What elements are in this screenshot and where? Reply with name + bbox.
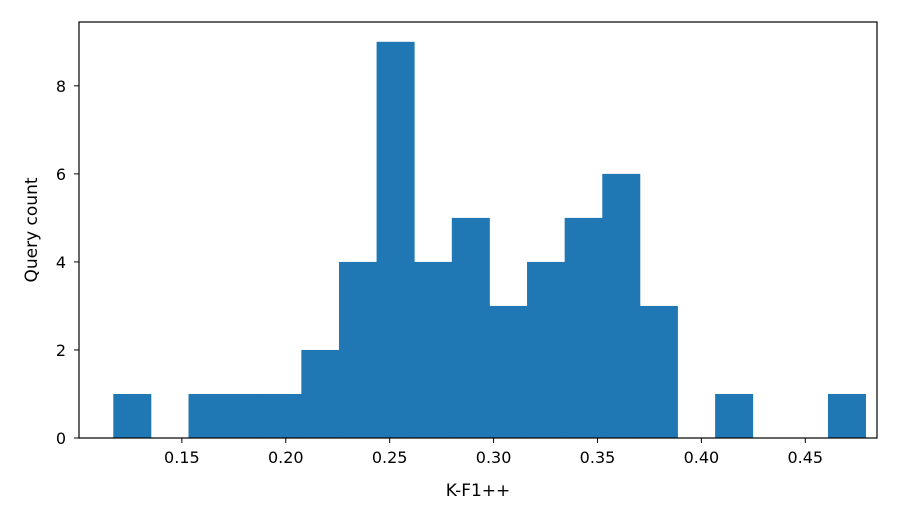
y-axis-label: Query count (22, 177, 42, 282)
histogram-bar (188, 393, 227, 438)
histogram-bar (489, 305, 528, 438)
x-tick-label: 0.20 (268, 448, 304, 467)
histogram-bar (113, 393, 152, 438)
x-tick-label: 0.35 (580, 448, 616, 467)
x-tick-label: 0.30 (476, 448, 512, 467)
y-tick-label: 4 (56, 253, 66, 272)
histogram-bar (715, 393, 754, 438)
y-tick-label: 8 (56, 77, 66, 96)
histogram-bar (527, 261, 566, 438)
x-tick-label: 0.45 (787, 448, 823, 467)
histogram-bar (414, 261, 453, 438)
y-tick-label: 0 (56, 429, 66, 448)
histogram-bar (301, 349, 340, 438)
y-tick-label: 6 (56, 165, 66, 184)
x-tick-label: 0.15 (164, 448, 200, 467)
x-tick-label: 0.40 (684, 448, 720, 467)
histogram-bar (226, 393, 265, 438)
x-axis-ticks: 0.15 0.20 0.25 0.30 0.35 0.40 0.45 (164, 438, 823, 467)
histogram-bar (376, 41, 415, 439)
y-tick-label: 2 (56, 341, 66, 360)
histogram-bar (451, 217, 490, 438)
x-tick-label: 0.25 (372, 448, 408, 467)
x-axis-label: K-F1++ (446, 481, 511, 501)
histogram-bar (263, 393, 302, 438)
histogram-bar (639, 305, 678, 438)
y-axis-ticks: 0 2 4 6 8 (56, 77, 79, 448)
histogram-bar (338, 261, 377, 438)
histogram-bar (827, 393, 866, 438)
plot-frame (78, 21, 878, 439)
histogram-bar (564, 217, 603, 438)
histogram-bars (113, 41, 866, 439)
histogram-bar (602, 173, 641, 438)
